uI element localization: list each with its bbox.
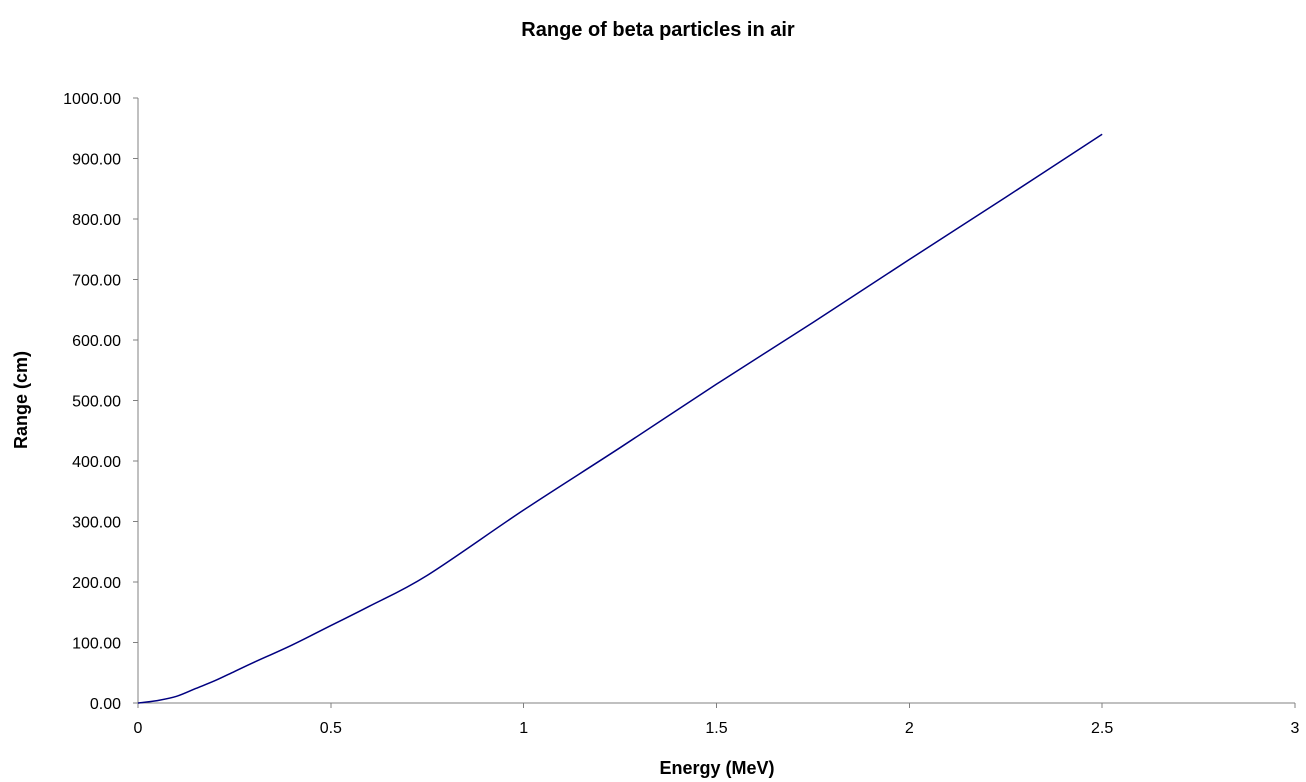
chart-title: Range of beta particles in air — [521, 19, 795, 41]
y-tick-label: 300.00 — [72, 515, 121, 532]
x-tick-label: 2 — [905, 720, 914, 737]
series-line — [137, 133, 1103, 704]
x-tick-label: 2.5 — [1091, 720, 1113, 737]
x-tick-label: 0 — [134, 720, 143, 737]
x-tick-label: 1 — [519, 720, 528, 737]
x-tick-label: 3 — [1291, 720, 1300, 737]
x-axis-title: Energy (MeV) — [659, 758, 774, 778]
y-tick-label: 600.00 — [72, 333, 121, 350]
y-tick-label: 1000.00 — [63, 91, 121, 108]
y-tick-label: 700.00 — [72, 273, 121, 290]
y-tick-label: 500.00 — [72, 394, 121, 411]
plot-area: 0.00 100.00 200.00 300.00 400.00 500.00 600.00… — [63, 91, 1299, 737]
x-tick-label: 1.5 — [705, 720, 727, 737]
y-tick-label: 200.00 — [72, 575, 121, 592]
y-tick-label: 900.00 — [72, 152, 121, 169]
x-tick-label: 0.5 — [320, 720, 342, 737]
y-tick-label: 800.00 — [72, 212, 121, 229]
y-axis-title: Range (cm) — [11, 351, 31, 449]
y-tick-label: 0.00 — [90, 696, 121, 713]
x-axis-ticks: 0 0.5 1 1.5 2 2.5 3 — [134, 703, 1300, 737]
series-layer — [137, 133, 1103, 704]
y-axis-ticks: 0.00 100.00 200.00 300.00 400.00 500.00 600.00… — [63, 91, 138, 713]
y-tick-label: 400.00 — [72, 454, 121, 471]
y-tick-label: 100.00 — [72, 636, 121, 653]
